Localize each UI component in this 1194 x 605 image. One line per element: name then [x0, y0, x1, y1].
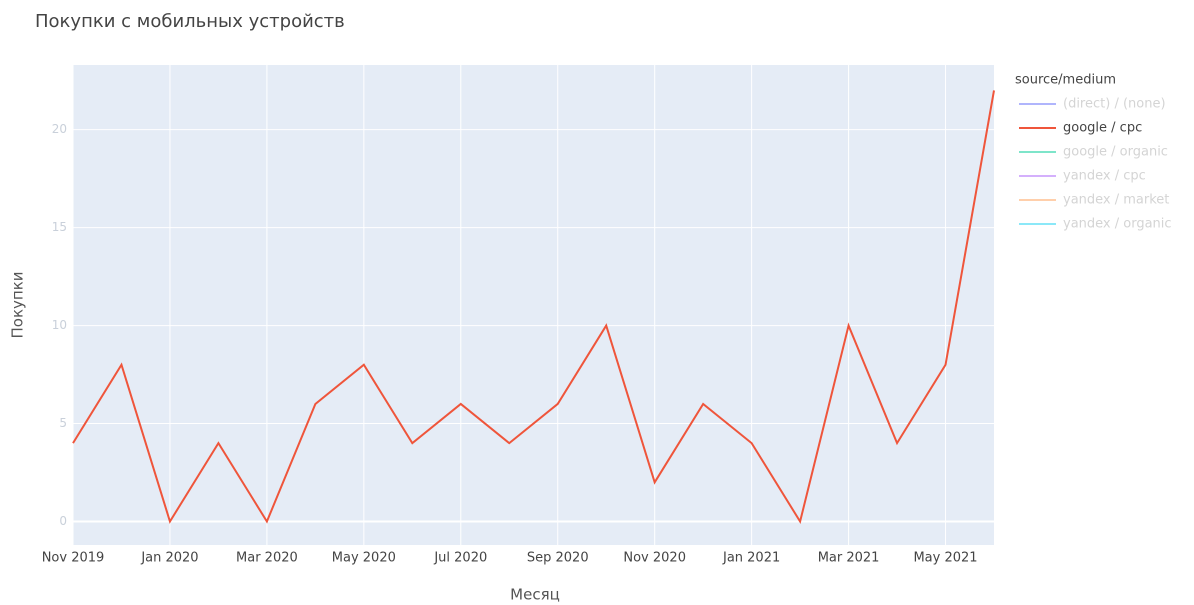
legend-label: yandex / market: [1063, 193, 1169, 208]
legend-item[interactable]: yandex / organic: [1019, 217, 1172, 232]
legend-title: source/medium: [1015, 73, 1116, 88]
legend-label: yandex / cpc: [1063, 169, 1146, 184]
legend-item[interactable]: yandex / market: [1019, 193, 1169, 208]
x-tick-label: Jul 2020: [433, 551, 487, 566]
x-tick-label: May 2020: [332, 551, 396, 566]
x-tick-label: Mar 2021: [818, 551, 880, 566]
x-tick-label: Nov 2020: [623, 551, 686, 566]
x-tick-label: Sep 2020: [527, 551, 589, 566]
legend-label: yandex / organic: [1063, 217, 1172, 232]
chart-title: Покупки с мобильных устройств: [35, 11, 345, 32]
y-tick-label: 20: [52, 122, 67, 136]
legend-item[interactable]: google / cpc: [1019, 121, 1142, 136]
legend-item[interactable]: google / organic: [1019, 145, 1168, 160]
legend-item[interactable]: (direct) / (none): [1019, 97, 1166, 112]
legend-label: google / cpc: [1063, 121, 1142, 136]
y-tick-label: 15: [52, 220, 67, 234]
plot-background: [73, 65, 994, 545]
y-tick-label: 0: [59, 514, 67, 528]
x-tick-label: Mar 2020: [236, 551, 298, 566]
x-tick-label: Jan 2021: [722, 551, 780, 566]
legend-label: google / organic: [1063, 145, 1168, 160]
legend-item[interactable]: yandex / cpc: [1019, 169, 1146, 184]
line-series: [72, 90, 995, 525]
y-axis-title: Покупки: [9, 271, 27, 338]
y-tick-label: 10: [52, 318, 67, 332]
legend-label: (direct) / (none): [1063, 97, 1166, 112]
x-axis-title: Месяц: [510, 586, 560, 604]
y-tick-label: 5: [59, 416, 67, 430]
x-tick-label: Jan 2020: [140, 551, 198, 566]
x-tick-label: May 2021: [913, 551, 977, 566]
x-tick-label: Nov 2019: [42, 551, 105, 566]
